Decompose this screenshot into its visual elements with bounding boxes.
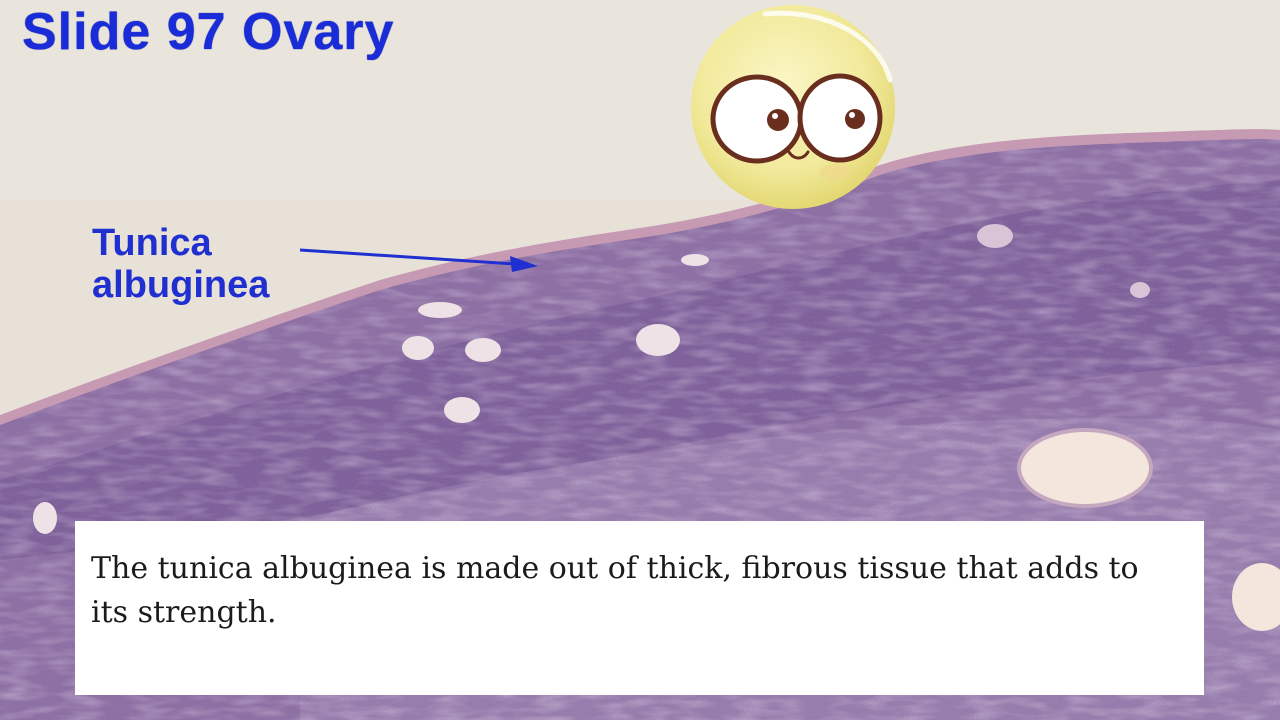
structure-label-line2: albuginea (92, 264, 270, 306)
slide-title: Slide 97 Ovary (22, 3, 395, 61)
structure-label-line1: Tunica (92, 222, 212, 264)
structure-label: Tunica albuginea (92, 222, 269, 306)
caption-text: The tunica albuginea is made out of thic… (91, 551, 1139, 630)
arrow-pointer (299, 248, 538, 272)
mascot-face-icon (691, 5, 895, 209)
caption-box: The tunica albuginea is made out of thic… (75, 521, 1204, 695)
